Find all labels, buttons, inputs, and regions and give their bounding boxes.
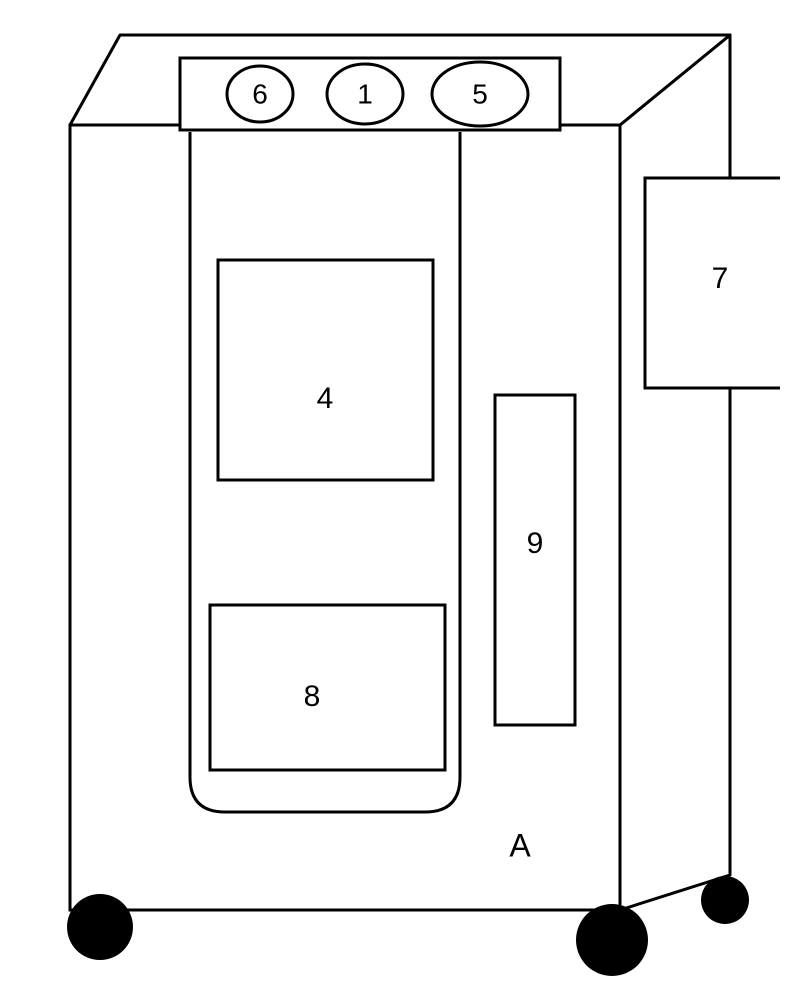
box-side-face: [620, 35, 730, 910]
panel-9: [495, 395, 575, 725]
label-7: 7: [712, 262, 729, 295]
label-8: 8: [304, 680, 321, 713]
panel-8: [210, 605, 445, 770]
label-1: 1: [357, 78, 373, 109]
label-A: A: [509, 827, 531, 863]
label-6: 6: [252, 78, 268, 109]
label-4: 4: [317, 382, 334, 415]
wheel-left: [67, 894, 133, 960]
panel-4: [218, 260, 433, 480]
label-5: 5: [472, 78, 488, 109]
label-9: 9: [527, 527, 544, 560]
wheel-back-right: [701, 876, 749, 924]
wheel-front-right: [576, 904, 648, 976]
